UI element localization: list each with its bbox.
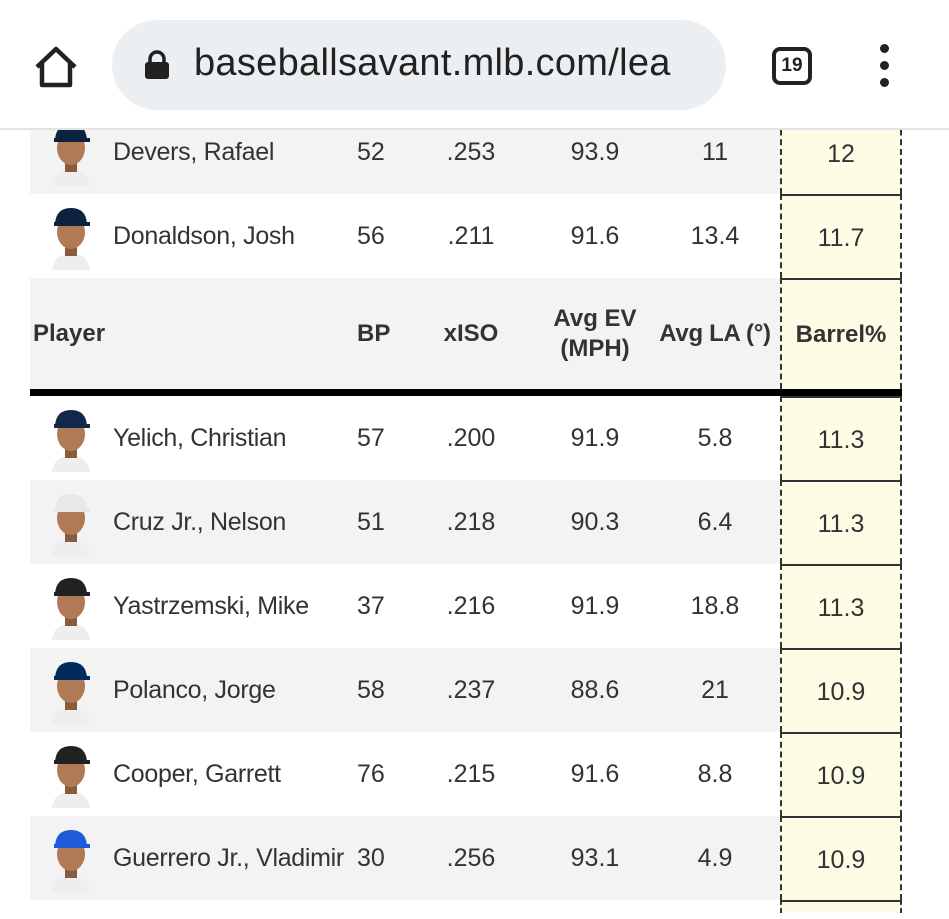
barrel-pct-value: 11.7: [780, 194, 902, 278]
player-avatar: [52, 830, 90, 892]
player-name[interactable]: Cruz Jr., Nelson: [113, 508, 287, 536]
barrel-pct-value: 10.9: [780, 732, 902, 816]
table-row[interactable]: Devers, Rafael 52 .253 93.9 11 12: [30, 130, 902, 194]
clipped-stat: 37: [357, 592, 385, 620]
player-avatar: [52, 746, 90, 808]
avg-la-value: 4.9: [697, 844, 733, 872]
header-clipped[interactable]: BP: [357, 319, 391, 347]
avg-la-value: 11: [702, 138, 728, 166]
xiso-value: .215: [446, 760, 496, 788]
player-name[interactable]: Donaldson, Josh: [113, 222, 295, 250]
clipped-stat: 76: [357, 760, 385, 788]
table-header: Player BP xISO Avg EV (MPH) Avg LA (°) B…: [30, 278, 902, 396]
player-name[interactable]: Polanco, Jorge: [113, 676, 276, 704]
header-xiso[interactable]: xISO: [443, 319, 499, 347]
barrel-pct-value: 10.9: [780, 816, 902, 900]
player-avatar: [52, 410, 90, 472]
barrel-pct-cell: [780, 900, 902, 913]
leaderboard-table: Devers, Rafael 52 .253 93.9 11 12 Donald…: [30, 130, 902, 913]
avg-la-value: 5.8: [697, 424, 733, 452]
url-text: baseballsavant.mlb.com/lea: [194, 42, 671, 84]
clipped-stat: 52: [357, 138, 385, 166]
xiso-value: .256: [446, 844, 496, 872]
barrel-pct-value: 10.9: [780, 648, 902, 732]
table-row[interactable]: Guerrero Jr., Vladimir 30 .256 93.1 4.9 …: [30, 816, 902, 900]
header-avg-ev[interactable]: Avg EV (MPH): [553, 304, 637, 362]
browser-toolbar: baseballsavant.mlb.com/lea 19: [0, 0, 949, 130]
xiso-value: .237: [446, 676, 496, 704]
xiso-value: .200: [446, 424, 496, 452]
player-name[interactable]: Guerrero Jr., Vladimir: [113, 844, 344, 872]
player-avatar: [52, 130, 90, 186]
avg-la-value: 21: [701, 676, 729, 704]
avg-ev-value: 93.1: [570, 844, 620, 872]
xiso-value: .216: [446, 592, 496, 620]
xiso-value: .211: [447, 222, 495, 250]
lock-icon: [145, 50, 169, 79]
player-name[interactable]: Yelich, Christian: [113, 424, 287, 452]
more-menu-icon[interactable]: [876, 44, 892, 90]
clipped-stat: 58: [357, 676, 385, 704]
avg-ev-value: 91.9: [570, 592, 620, 620]
leaderboard: Devers, Rafael 52 .253 93.9 11 12 Donald…: [0, 130, 949, 919]
avg-ev-value: 91.6: [570, 760, 620, 788]
header-barrel-pct[interactable]: Barrel%: [780, 278, 902, 389]
barrel-pct-value: 11.3: [780, 564, 902, 648]
avg-la-value: 8.8: [697, 760, 733, 788]
home-icon[interactable]: [33, 45, 79, 89]
avg-la-value: 13.4: [690, 222, 740, 250]
table-row[interactable]: Yelich, Christian 57 .200 91.9 5.8 11.3: [30, 396, 902, 480]
tab-switcher-button[interactable]: 19: [772, 47, 812, 85]
avg-ev-value: 91.6: [570, 222, 620, 250]
player-name[interactable]: Yastrzemski, Mike: [113, 592, 309, 620]
player-avatar: [52, 494, 90, 556]
clipped-stat: 51: [357, 508, 385, 536]
table-row[interactable]: Cruz Jr., Nelson 51 .218 90.3 6.4 11.3: [30, 480, 902, 564]
avg-ev-value: 90.3: [570, 508, 620, 536]
table-row-partial[interactable]: [30, 900, 902, 913]
xiso-value: .218: [446, 508, 496, 536]
avg-ev-value: 88.6: [570, 676, 620, 704]
header-avg-la[interactable]: Avg LA (°): [659, 319, 771, 347]
table-row[interactable]: Polanco, Jorge 58 .237 88.6 21 10.9: [30, 648, 902, 732]
barrel-pct-value: 12: [780, 130, 902, 194]
clipped-stat: 56: [357, 222, 385, 250]
player-name[interactable]: Cooper, Garrett: [113, 760, 281, 788]
barrel-pct-value: 11.3: [780, 480, 902, 564]
avg-la-value: 6.4: [697, 508, 733, 536]
address-bar[interactable]: baseballsavant.mlb.com/lea: [112, 20, 726, 110]
table-row[interactable]: Cooper, Garrett 76 .215 91.6 8.8 10.9: [30, 732, 902, 816]
player-avatar: [52, 578, 90, 640]
table-row[interactable]: Donaldson, Josh 56 .211 91.6 13.4 11.7: [30, 194, 902, 278]
avg-la-value: 18.8: [690, 592, 740, 620]
clipped-stat: 57: [357, 424, 385, 452]
barrel-pct-value: 11.3: [780, 396, 902, 480]
player-name[interactable]: Devers, Rafael: [113, 138, 275, 166]
avg-ev-value: 91.9: [570, 424, 620, 452]
player-avatar: [52, 208, 90, 270]
clipped-stat: 30: [357, 844, 385, 872]
player-avatar: [52, 662, 90, 724]
table-row[interactable]: Yastrzemski, Mike 37 .216 91.9 18.8 11.3: [30, 564, 902, 648]
xiso-value: .253: [446, 138, 496, 166]
header-player[interactable]: Player: [33, 319, 106, 347]
avg-ev-value: 93.9: [570, 138, 620, 166]
